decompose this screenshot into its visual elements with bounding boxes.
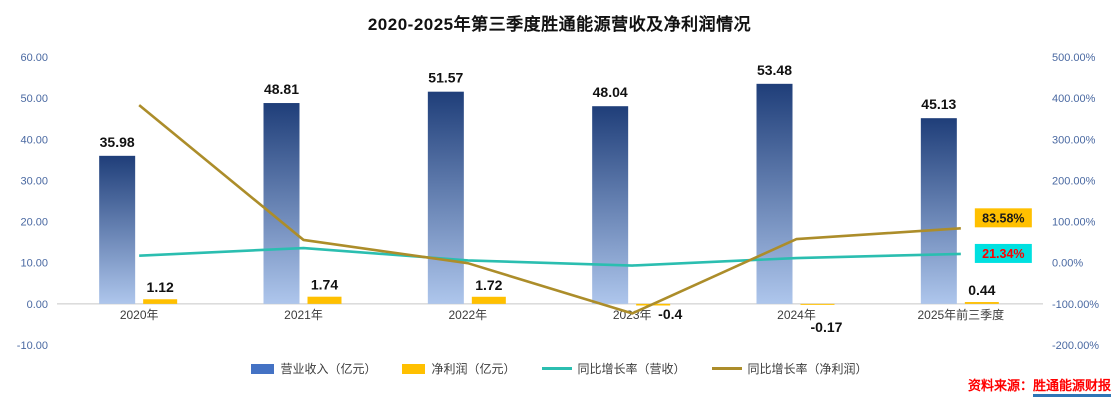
left-axis-tick: 30.00 — [20, 175, 48, 187]
revenue-bar — [99, 155, 136, 304]
net-profit-bar — [143, 299, 178, 304]
category-label: 2020年 — [120, 308, 159, 322]
revenue-bar — [263, 103, 300, 304]
left-axis-tick: 0.00 — [27, 299, 48, 311]
legend-item-net-profit: 净利润（亿元） — [402, 360, 516, 377]
revenue-bar — [592, 106, 629, 304]
left-axis-tick: 40.00 — [20, 134, 48, 146]
growth-callout-label: 83.58% — [982, 211, 1024, 225]
right-axis-tick: -200.00% — [1052, 340, 1099, 352]
revenue-value-label: 45.13 — [921, 96, 956, 112]
legend-swatch-net-profit — [402, 363, 426, 374]
category-label: 2024年 — [777, 308, 816, 322]
legend-swatch-revenue-growth — [541, 367, 572, 370]
net-profit-value-label: 1.12 — [147, 279, 174, 295]
net-profit-bar — [307, 296, 342, 304]
category-label: 2022年 — [448, 308, 487, 322]
net-profit-value-label: 1.74 — [311, 277, 338, 293]
net-profit-value-label: 0.44 — [968, 282, 995, 298]
right-axis-tick: 0.00% — [1052, 258, 1083, 270]
revenue-value-label: 48.04 — [593, 84, 628, 100]
revenue-value-label: 51.57 — [428, 70, 463, 86]
legend-label-profit-growth: 同比增长率（净利润） — [747, 362, 868, 376]
legend-label-revenue: 营业收入（亿元） — [280, 362, 377, 376]
legend-item-profit-growth: 同比增长率（净利润） — [711, 360, 868, 377]
net-profit-bar — [471, 296, 506, 304]
revenue-value-label: 35.98 — [100, 134, 135, 150]
right-axis-tick: 400.00% — [1052, 93, 1096, 105]
net-profit-value-label: 1.72 — [475, 277, 502, 293]
right-axis-tick: -100.00% — [1052, 299, 1099, 311]
revenue-bar — [920, 118, 957, 304]
growth-callout-box — [974, 243, 1032, 263]
left-axis-tick: 20.00 — [20, 217, 48, 229]
growth-line — [138, 104, 961, 315]
growth-callout-label: 21.34% — [982, 247, 1024, 261]
legend-item-revenue: 营业收入（亿元） — [251, 360, 376, 377]
chart-title: 2020-2025年第三季度胜通能源营收及净利润情况 — [367, 15, 752, 34]
growth-callout-box — [974, 208, 1032, 228]
legend: 营业收入（亿元） 净利润（亿元） 同比增长率（营收） 同比增长率（净利润） — [0, 360, 1119, 377]
legend-item-revenue-growth: 同比增长率（营收） — [541, 360, 686, 377]
net-profit-bar — [800, 303, 835, 305]
growth-line — [139, 246, 961, 267]
source-note: 资料来源：胜通能源财报 — [967, 375, 1111, 397]
legend-swatch-revenue — [251, 363, 275, 374]
revenue-bar — [427, 91, 464, 304]
legend-label-net-profit: 净利润（亿元） — [431, 362, 516, 376]
revenue-value-label: 48.81 — [264, 81, 299, 97]
left-axis-tick: 50.00 — [20, 93, 48, 105]
source-name: 胜通能源财报 — [1032, 378, 1111, 397]
source-prefix: 资料来源： — [967, 378, 1033, 393]
right-axis-tick: 200.00% — [1052, 175, 1096, 187]
left-axis-tick: 60.00 — [20, 52, 48, 64]
legend-swatch-profit-growth — [711, 367, 742, 370]
right-axis-tick: 500.00% — [1052, 52, 1096, 64]
category-label: 2025年前三季度 — [917, 307, 1004, 322]
revenue-bar — [756, 83, 793, 304]
left-axis-tick: -10.00 — [17, 340, 48, 352]
category-label: 2021年 — [284, 308, 323, 322]
left-axis-tick: 10.00 — [20, 258, 48, 270]
revenue-value-label: 53.48 — [757, 62, 792, 78]
right-axis-tick: 100.00% — [1052, 217, 1096, 229]
net-profit-value-label: -0.4 — [658, 306, 682, 322]
right-axis-tick: 300.00% — [1052, 134, 1096, 146]
legend-label-revenue-growth: 同比增长率（营收） — [577, 362, 686, 376]
net-profit-value-label: -0.17 — [811, 319, 843, 335]
net-profit-bar — [964, 302, 999, 304]
